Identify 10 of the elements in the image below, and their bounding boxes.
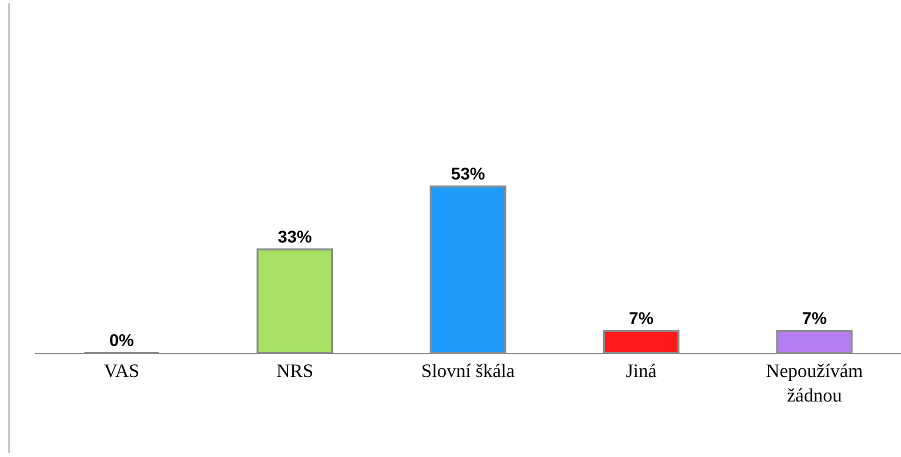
x-tick-label: Slovní škála — [421, 360, 516, 382]
data-label: 0% — [109, 331, 134, 350]
x-tick-label: Jiná — [626, 360, 658, 382]
data-label: 33% — [278, 227, 312, 246]
data-label: 7% — [628, 309, 654, 328]
data-label: 7% — [802, 309, 827, 328]
x-tick-label: NRS — [276, 360, 314, 382]
x-tick-label: Nepoužívám žádnou — [766, 360, 864, 406]
x-tick-label: VAS — [104, 360, 140, 382]
data-label: 53% — [450, 164, 486, 184]
